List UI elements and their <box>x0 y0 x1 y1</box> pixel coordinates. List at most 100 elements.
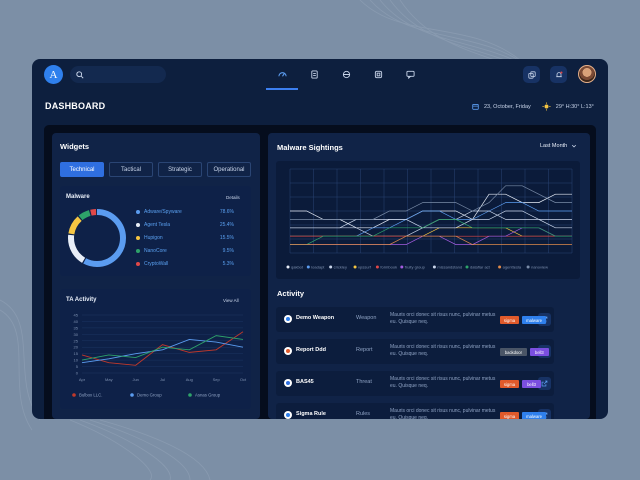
cube-icon <box>374 70 382 79</box>
sightings-legend-dot <box>526 265 530 269</box>
legend-value: 25.4% <box>219 222 234 228</box>
user-avatar[interactable] <box>578 65 596 83</box>
weather-text: 29° H:30° L:13° <box>555 103 594 110</box>
activity-row[interactable]: Sigma Rule Rules Mauris orci donec sit ris… <box>276 403 554 419</box>
ta-xtick: Jun <box>132 377 138 382</box>
tag-badge[interactable]: malware <box>522 412 547 419</box>
app-window: A DASHBOARD <box>32 59 608 419</box>
malware-legend-item[interactable]: CryptoWall 5.3% <box>136 261 234 267</box>
legend-value: 5.3% <box>222 261 234 267</box>
nav-dashboard[interactable] <box>266 59 298 90</box>
legend-value: 78.6% <box>219 209 234 215</box>
main-area: Widgets Technical Tactical Strategic Ope… <box>44 125 596 419</box>
nav-messages[interactable] <box>394 59 426 90</box>
ta-view-all-link[interactable]: View All <box>223 298 239 303</box>
nav-reports[interactable] <box>298 59 330 90</box>
sightings-legend-label: formbook <box>380 265 397 270</box>
calendar-icon <box>472 103 479 110</box>
ta-ytick: 40 <box>74 319 79 324</box>
tag-badge[interactable]: sigma <box>500 380 519 388</box>
activity-name: Report Ddd <box>296 347 326 353</box>
sightings-legend-dot <box>286 265 290 269</box>
sightings-legend-dot <box>465 265 469 269</box>
chevron-down-icon <box>572 144 577 148</box>
sightings-legend-label: agenttesla <box>503 265 522 270</box>
bell-icon <box>555 71 562 77</box>
activity-type: Weapon <box>356 315 377 321</box>
ta-xtick: Apr <box>79 377 86 382</box>
tag-badge[interactable]: backdoor <box>500 348 527 356</box>
chat-icon <box>405 70 415 79</box>
ta-ytick: 35 <box>74 325 79 330</box>
legend-value: 15.5% <box>219 235 234 241</box>
sightings-legend-dot <box>306 265 310 269</box>
ta-xtick: May <box>105 377 113 382</box>
open-external-button[interactable] <box>538 377 551 390</box>
activity-row[interactable]: Report Ddd Report Mauris orci donec sit ri… <box>276 339 554 364</box>
search-icon <box>76 70 84 79</box>
sightings-legend-label: crickley <box>334 265 347 270</box>
activity-type-icon <box>284 379 292 387</box>
sightings-series-line <box>290 185 572 220</box>
activity-row[interactable]: BAS45 Threat Mauris orci donec sit risus n… <box>276 371 554 396</box>
ta-series-line <box>81 339 244 364</box>
activity-name: Demo Weapon <box>296 315 335 321</box>
tag-badge[interactable]: malware <box>522 316 547 324</box>
nav-threats[interactable] <box>330 59 362 90</box>
malware-legend-item[interactable]: Agent Tesla 25.4% <box>136 222 234 228</box>
ta-legend-dot <box>188 393 192 397</box>
ta-ytick: 0 <box>76 371 79 376</box>
ta-ytick: 10 <box>74 358 79 363</box>
activity-type: Threat <box>356 379 372 385</box>
sightings-legend-dot <box>329 265 333 269</box>
tag-badge[interactable]: sigma <box>500 316 519 324</box>
sightings-legend-label: fruity group <box>405 265 426 270</box>
activity-row[interactable]: Demo Weapon Weapon Mauris orci donec sit r… <box>276 307 554 332</box>
widgets-panel: Widgets Technical Tactical Strategic Ope… <box>52 133 260 419</box>
malware-details-link[interactable]: Details <box>226 195 240 200</box>
activity-description: Mauris orci donec sit risus nunc, pulvin… <box>390 344 496 357</box>
notifications-button[interactable] <box>550 66 567 83</box>
activity-type-icon <box>284 315 292 323</box>
app-logo[interactable]: A <box>44 65 63 84</box>
bug-icon <box>342 70 350 79</box>
malware-legend-item[interactable]: Adware/Spyware 78.6% <box>136 209 234 215</box>
tab-operational[interactable]: Operational <box>207 162 251 177</box>
ta-legend-label: Asnas Group <box>195 393 221 398</box>
sightings-title: Malware Sightings <box>277 143 343 152</box>
ta-xtick: Jul <box>160 377 165 382</box>
legend-label: Adware/Spyware <box>144 209 182 215</box>
copy-icon <box>527 70 536 79</box>
sightings-legend-label: nanoview <box>531 265 548 270</box>
date-weather: 23, October, Friday 29° H:30° L:13° <box>472 102 594 111</box>
tab-strategic[interactable]: Strategic <box>158 162 202 177</box>
malware-title: Malware <box>66 194 90 200</box>
activity-type: Rules <box>356 411 371 417</box>
malware-legend-item[interactable]: NanoCore 9.5% <box>136 248 234 254</box>
tag-badge[interactable]: bell3 <box>529 348 549 356</box>
sightings-panel: Malware Sightings Last Month qakbot loada… <box>268 133 590 419</box>
activity-name: Sigma Rule <box>296 411 326 417</box>
top-bar: A <box>32 59 608 90</box>
legend-dot <box>136 210 140 214</box>
range-dropdown[interactable]: Last Month <box>540 143 577 149</box>
nav-objects[interactable] <box>362 59 394 90</box>
activity-description: Mauris orci donec sit risus nunc, pulvin… <box>390 376 496 389</box>
malware-legend-item[interactable]: Hupigon 15.5% <box>136 235 234 241</box>
ta-legend-label: Demo Group <box>137 393 162 398</box>
tag-badge[interactable]: bell3 <box>522 380 541 388</box>
ta-ytick: 25 <box>74 338 79 343</box>
legend-label: Hupigon <box>144 235 163 241</box>
legend-label: Agent Tesla <box>144 222 171 228</box>
sightings-legend-dot <box>353 265 357 269</box>
tag-badge[interactable]: sigma <box>500 412 519 419</box>
search-input[interactable] <box>70 66 166 83</box>
sightings-series-line <box>290 235 572 245</box>
copy-button[interactable] <box>523 66 540 83</box>
tab-technical[interactable]: Technical <box>60 162 104 177</box>
ta-ytick: 5 <box>76 364 79 369</box>
tab-tactical[interactable]: Tactical <box>109 162 153 177</box>
activity-type-icon <box>284 411 292 419</box>
ta-series-line <box>81 335 244 361</box>
legend-label: CryptoWall <box>144 261 169 267</box>
